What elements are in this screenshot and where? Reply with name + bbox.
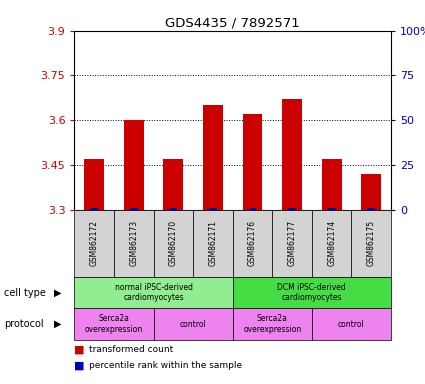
Text: cell type: cell type	[4, 288, 46, 298]
Text: GSM862171: GSM862171	[208, 220, 218, 266]
Bar	[328, 208, 336, 210]
Bar	[209, 208, 217, 210]
Text: protocol: protocol	[4, 319, 44, 329]
Bar	[90, 208, 98, 210]
Text: GSM862176: GSM862176	[248, 220, 257, 266]
Text: GSM862173: GSM862173	[129, 220, 138, 266]
Text: ■: ■	[74, 344, 85, 354]
Bar	[243, 114, 262, 210]
Bar	[203, 105, 223, 210]
Bar	[282, 99, 302, 210]
Bar	[249, 208, 256, 210]
Text: GSM862175: GSM862175	[367, 220, 376, 266]
Text: GSM862174: GSM862174	[327, 220, 336, 266]
Bar	[84, 159, 104, 210]
Text: transformed count: transformed count	[89, 345, 173, 354]
Bar	[322, 159, 342, 210]
Text: Serca2a
overexpression: Serca2a overexpression	[243, 314, 301, 334]
Text: Serca2a
overexpression: Serca2a overexpression	[85, 314, 143, 334]
Text: normal iPSC-derived
cardiomyocytes: normal iPSC-derived cardiomyocytes	[114, 283, 193, 302]
Bar	[169, 208, 177, 210]
Bar	[124, 120, 144, 210]
Text: GSM862172: GSM862172	[90, 220, 99, 266]
Title: GDS4435 / 7892571: GDS4435 / 7892571	[165, 17, 300, 30]
Text: control: control	[338, 319, 365, 329]
Bar	[130, 208, 138, 210]
Text: ▶: ▶	[54, 319, 61, 329]
Text: ■: ■	[74, 361, 85, 371]
Bar	[361, 174, 381, 210]
Text: percentile rank within the sample: percentile rank within the sample	[89, 361, 242, 371]
Bar	[367, 208, 375, 210]
Bar	[288, 208, 296, 210]
Text: control: control	[180, 319, 207, 329]
Bar	[164, 159, 183, 210]
Text: DCM iPSC-derived
cardiomyocytes: DCM iPSC-derived cardiomyocytes	[278, 283, 346, 302]
Text: ▶: ▶	[54, 288, 61, 298]
Text: GSM862177: GSM862177	[288, 220, 297, 266]
Text: GSM862170: GSM862170	[169, 220, 178, 266]
